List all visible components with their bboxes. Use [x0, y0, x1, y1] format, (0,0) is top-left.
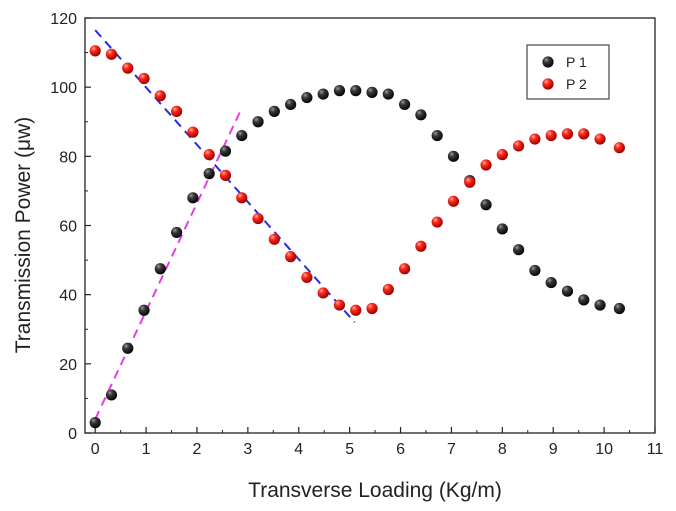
series-2-point: [529, 133, 541, 145]
series-1-point: [513, 244, 525, 256]
series-1-point: [105, 389, 118, 401]
series-1-point: [236, 129, 248, 142]
y-tick-label: 100: [50, 80, 77, 97]
x-tick-label: 11: [647, 441, 664, 458]
series-2-point: [203, 149, 215, 161]
series-2-point: [415, 240, 427, 252]
series-2-point: [594, 133, 606, 145]
series-1-point: [187, 192, 199, 204]
x-tick-label: 2: [193, 441, 202, 458]
series-2-point: [236, 192, 248, 204]
series-2-point: [252, 212, 264, 225]
series-2-point: [431, 216, 443, 228]
x-tick-label: 4: [294, 441, 303, 458]
series-2-point: [105, 48, 118, 60]
series-1-point: [399, 98, 411, 111]
series-2-point: [317, 287, 329, 299]
series-2-point: [171, 105, 183, 117]
series-1-point: [171, 226, 183, 239]
series-2-point: [561, 128, 574, 140]
fit-line-2: [94, 110, 242, 420]
legend-marker-1: [542, 56, 554, 68]
series-1-point: [268, 105, 280, 117]
series-2-point: [285, 251, 297, 263]
series-1-point: [594, 299, 606, 311]
y-tick-label: 120: [50, 11, 77, 28]
series-2-point: [464, 176, 476, 188]
series-1-point: [333, 85, 346, 97]
x-tick-label: 8: [498, 441, 507, 458]
y-tick-label: 20: [59, 357, 77, 374]
y-tick-label: 80: [59, 149, 77, 166]
y-tick-label: 60: [59, 219, 77, 236]
series-2-point: [613, 142, 625, 154]
series-1-point: [529, 264, 541, 277]
series-1-point: [301, 91, 313, 104]
series-1-point: [350, 85, 362, 97]
legend-label-1: P 1: [566, 54, 587, 70]
series-1-point: [122, 342, 134, 354]
series-1-point: [613, 302, 625, 315]
series-1-point: [89, 417, 101, 429]
series-1-point: [138, 304, 150, 316]
series-2-point: [89, 45, 101, 57]
series-2-point: [578, 128, 590, 140]
series-1-point: [561, 285, 574, 297]
y-tick-label: 0: [68, 426, 77, 443]
series-1-point: [578, 294, 590, 306]
series-1-point: [366, 86, 378, 98]
legend-label-2: P 2: [566, 76, 587, 92]
series-1-point: [252, 116, 264, 128]
series-1-point: [545, 276, 557, 289]
series-1-point: [496, 223, 508, 235]
series-1-point: [431, 129, 443, 142]
x-tick-label: 1: [142, 441, 151, 458]
series-2-point: [480, 159, 492, 171]
series-2-point: [447, 195, 460, 207]
series-1-point: [447, 150, 460, 162]
x-tick-label: 3: [243, 441, 252, 458]
x-tick-label: 0: [91, 441, 100, 458]
x-tick-label: 9: [549, 441, 558, 458]
x-tick-label: 10: [595, 441, 613, 458]
series-2-point: [513, 140, 525, 152]
series-2-point: [187, 126, 199, 138]
series-2-point: [333, 299, 346, 311]
x-tick-label: 6: [396, 441, 405, 458]
series-2-point: [496, 149, 508, 161]
y-tick-label: 40: [59, 288, 77, 305]
series-2-point: [399, 263, 411, 275]
series-2-point: [545, 129, 557, 142]
series-2-point: [382, 283, 394, 296]
y-axis-title: Transmission Power (μw): [12, 117, 35, 354]
series-2-point: [350, 304, 362, 316]
series-2-point: [138, 72, 150, 85]
series-1-point: [154, 263, 166, 275]
series-1-point: [219, 145, 232, 157]
x-axis-title: Transverse Loading (Kg/m): [248, 479, 502, 502]
series-2-point: [366, 302, 378, 315]
series-1-point: [382, 88, 394, 100]
series-2-point: [122, 62, 134, 74]
series-1-point: [317, 88, 329, 100]
series-2-point: [301, 271, 313, 283]
series-2-point: [219, 169, 232, 181]
x-tick-label: 7: [447, 441, 456, 458]
series-1-point: [285, 98, 297, 111]
series-1-point: [203, 168, 215, 180]
series-1-point: [480, 199, 492, 211]
x-tick-label: 5: [345, 441, 354, 458]
legend-marker-2: [542, 78, 554, 90]
series-2-point: [154, 90, 166, 102]
legend-box: [526, 44, 610, 100]
series-2-point: [268, 233, 280, 245]
series-1-point: [415, 109, 427, 121]
